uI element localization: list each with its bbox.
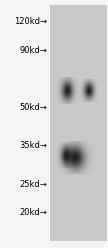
Text: 120kd→: 120kd→ — [14, 17, 48, 26]
FancyBboxPatch shape — [50, 5, 107, 241]
Text: 35kd→: 35kd→ — [20, 141, 48, 150]
Text: 20kd→: 20kd→ — [20, 208, 48, 217]
Text: 25kd→: 25kd→ — [20, 180, 48, 189]
Text: 90kd→: 90kd→ — [20, 46, 48, 55]
Text: 50kd→: 50kd→ — [20, 103, 48, 112]
